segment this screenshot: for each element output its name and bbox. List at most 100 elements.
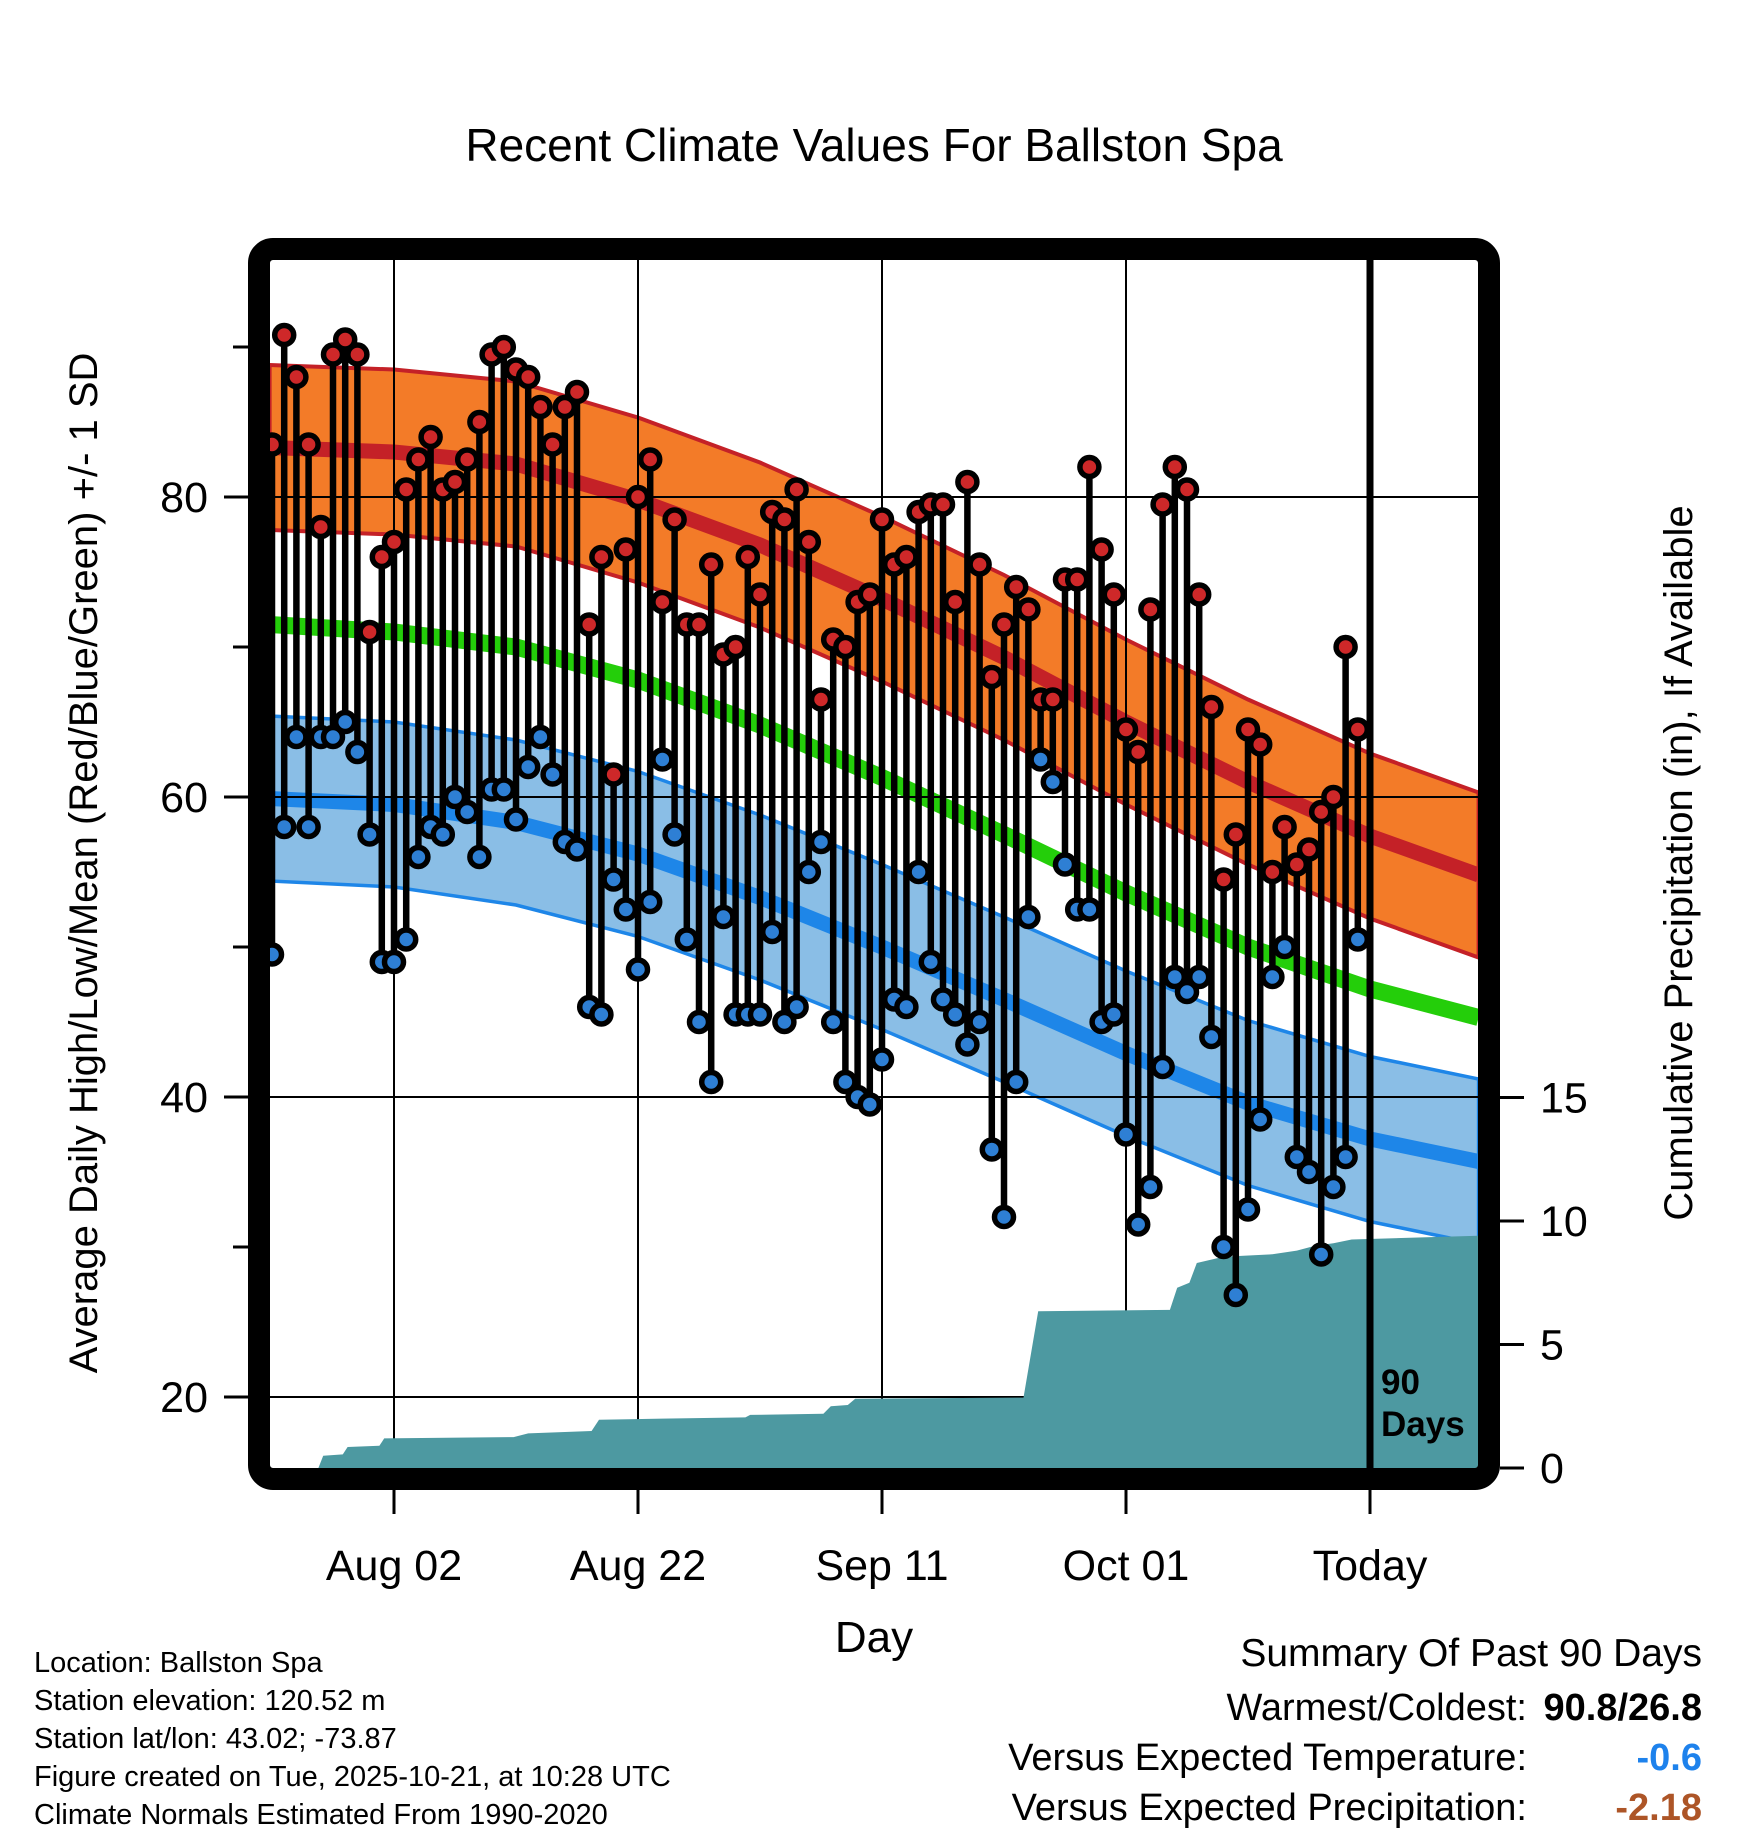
daily-low-dot xyxy=(1247,1107,1273,1132)
daily-low-dot xyxy=(430,822,456,847)
daily-high-dot xyxy=(979,664,1005,690)
daily-high-dot xyxy=(1333,634,1358,660)
daily-high-dot xyxy=(991,612,1017,637)
summary-block: Summary Of Past 90 Days Warmest/Coldest:… xyxy=(1008,1632,1702,1828)
daily-high-dot xyxy=(833,634,858,660)
daily-high-dot xyxy=(467,409,492,435)
daily-low-dot xyxy=(711,904,736,930)
summary-row-vs-temperature: Versus Expected Temperature: -0.6 xyxy=(1008,1737,1702,1787)
daily-low-dot xyxy=(869,1047,895,1072)
daily-high-dot xyxy=(723,634,748,660)
daily-high-dot xyxy=(491,334,517,360)
daily-high-dot xyxy=(1321,784,1346,810)
daily-low-dot xyxy=(1211,1234,1236,1260)
daily-high-dot xyxy=(1016,597,1041,622)
vs-precipitation-label: Versus Expected Precipitation: xyxy=(1011,1787,1527,1828)
daily-low-dot xyxy=(406,844,431,870)
daily-low-dot xyxy=(1150,1054,1175,1080)
daily-low-dot xyxy=(1138,1174,1163,1200)
daily-high-dot xyxy=(1040,687,1066,712)
daily-high-dot xyxy=(296,432,321,457)
daily-high-dot xyxy=(1101,582,1127,607)
daily-low-dot xyxy=(918,949,944,975)
daily-low-dot xyxy=(503,807,529,832)
station-location: Location: Ballston Spa xyxy=(34,1647,323,1679)
daily-low-dot xyxy=(1199,1024,1224,1050)
daily-high-dot xyxy=(1272,814,1297,840)
daily-high-dot xyxy=(271,322,297,348)
daily-low-dot xyxy=(1052,852,1078,877)
daily-low-dot xyxy=(589,1002,614,1027)
station-latlon: Station lat/lon: 43.02; -73.87 xyxy=(34,1723,397,1755)
daily-low-dot xyxy=(1321,1174,1346,1200)
daily-high-dot xyxy=(1296,837,1322,862)
daily-high-dot xyxy=(564,379,590,405)
daily-low-dot xyxy=(1113,1122,1139,1147)
daily-low-dot xyxy=(1077,897,1102,922)
daily-low-dot xyxy=(1296,1159,1322,1185)
daily-low-dot xyxy=(1186,964,1212,990)
daily-high-dot xyxy=(540,432,565,457)
left-tick-label: 20 xyxy=(160,1374,208,1422)
summary-row-vs-precipitation: Versus Expected Precipitation: -2.18 xyxy=(1008,1787,1702,1828)
daily-high-dot xyxy=(662,507,687,532)
daily-low-dot xyxy=(1028,747,1053,772)
bottom-tick-label: Oct 01 xyxy=(1063,1542,1190,1590)
daily-high-dot xyxy=(637,447,663,472)
daily-low-dot xyxy=(381,949,407,975)
daily-high-dot xyxy=(418,424,443,450)
daily-high-dot xyxy=(613,537,639,562)
daily-high-dot xyxy=(1186,582,1212,607)
daily-high-dot xyxy=(528,394,553,420)
daily-low-dot xyxy=(979,1137,1005,1162)
daily-low-dot xyxy=(528,724,553,750)
daily-low-dot xyxy=(991,1204,1017,1230)
daily-high-dot xyxy=(515,364,541,390)
daily-low-dot xyxy=(515,754,541,780)
daily-high-dot xyxy=(1162,454,1188,480)
daily-high-dot xyxy=(1077,454,1102,480)
daily-high-dot xyxy=(1211,867,1236,892)
daily-low-dot xyxy=(491,777,517,802)
bottom-tick-label: Sep 11 xyxy=(815,1542,948,1590)
daily-high-dot xyxy=(1247,732,1273,757)
daily-low-dot xyxy=(564,837,590,862)
figure-created: Figure created on Tue, 2025-10-21, at 10… xyxy=(34,1761,671,1793)
daily-high-dot xyxy=(1150,492,1175,517)
y-left-axis-title: Average Daily High/Low/Mean (Red/Blue/Gr… xyxy=(62,353,106,1374)
daily-high-dot xyxy=(1345,717,1371,742)
daily-low-dot xyxy=(784,994,809,1020)
cumulative-precip-area xyxy=(272,1235,1478,1468)
daily-high-dot xyxy=(955,469,980,495)
daily-high-dot xyxy=(772,507,797,532)
daily-low-dot xyxy=(332,709,358,735)
daily-low-dot xyxy=(467,844,492,870)
daily-high-dot xyxy=(930,492,956,517)
daily-high-dot xyxy=(869,507,895,532)
ninety-days-label-line1: 90 xyxy=(1381,1363,1420,1402)
station-elevation: Station elevation: 120.52 m xyxy=(34,1685,386,1717)
bottom-tick-label: Aug 22 xyxy=(570,1542,706,1590)
daily-low-dot xyxy=(613,897,639,922)
daily-low-dot xyxy=(284,724,309,750)
climate-normals-note: Climate Normals Estimated From 1990-2020 xyxy=(34,1799,608,1828)
daily-low-dot xyxy=(625,957,651,982)
daily-low-dot xyxy=(1125,1212,1151,1237)
daily-high-dot xyxy=(393,477,419,502)
left-tick-label: 40 xyxy=(160,1074,208,1122)
daily-low-dot xyxy=(296,814,321,840)
bottom-tick-label: Today xyxy=(1313,1542,1428,1590)
daily-low-dot xyxy=(1333,1144,1358,1170)
right-tick-label: 15 xyxy=(1540,1075,1588,1123)
left-tick-label: 80 xyxy=(160,474,208,522)
daily-low-dot xyxy=(698,1069,724,1095)
warmest-coldest-label: Warmest/Coldest: xyxy=(1226,1687,1527,1729)
summary-title: Summary Of Past 90 Days xyxy=(1240,1632,1702,1675)
daily-high-dot xyxy=(625,484,651,510)
daily-high-dot xyxy=(308,514,334,540)
summary-temp-value: -0.6 xyxy=(1636,1737,1702,1779)
plot-border xyxy=(248,238,1500,1490)
daily-high-dot xyxy=(332,327,358,352)
daily-high-dot xyxy=(454,447,480,472)
